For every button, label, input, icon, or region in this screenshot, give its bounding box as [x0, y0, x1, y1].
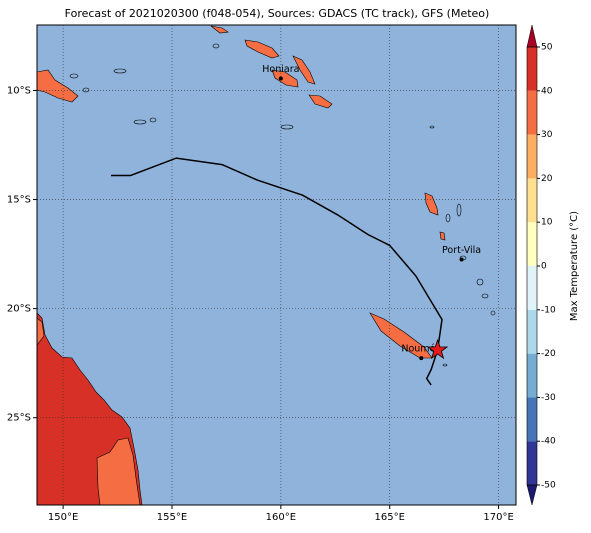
title: Forecast of 2021020300 (f048-054), Sourc… — [65, 7, 490, 20]
colorbar-bin — [527, 90, 537, 135]
x-tick-label: 170°E — [483, 512, 513, 523]
colorbar-bin — [527, 134, 537, 179]
colorbar-tick-label: 40 — [541, 86, 553, 96]
city-marker — [278, 76, 283, 81]
colorbar-tick-label: -10 — [541, 305, 556, 315]
island — [244, 39, 280, 59]
colorbar-tick-label: 50 — [541, 43, 553, 53]
colorbar-bin — [527, 441, 537, 485]
x-tick-label: 165°E — [375, 512, 405, 523]
colorbar-bin — [527, 397, 537, 442]
colorbar-tick-label: 10 — [541, 218, 553, 228]
x-tick-label: 160°E — [266, 512, 296, 523]
colorbar-tick-label: 20 — [541, 174, 553, 184]
colorbar-bin — [527, 178, 537, 223]
x-tick-label: 155°E — [157, 512, 187, 523]
colorbar-tick-label: -20 — [541, 349, 556, 359]
colorbar-label: Max Temperature (°C) — [569, 211, 580, 321]
island — [210, 25, 229, 34]
city-label: Honiara — [262, 64, 299, 75]
colorbar-under — [526, 484, 538, 506]
cyclone-track — [111, 157, 443, 386]
colorbar-tick-label: -40 — [541, 437, 556, 447]
colorbar-tick-label: 30 — [541, 130, 553, 140]
storm-position — [426, 338, 449, 360]
city-marker — [459, 257, 464, 262]
city-marker — [419, 356, 424, 361]
island — [439, 231, 446, 241]
city-label: Nouméa — [401, 344, 441, 355]
colorbar-bin — [527, 353, 537, 398]
y-tick-label: 15°S — [7, 195, 31, 206]
colorbar-over — [526, 24, 538, 48]
city-label: Port-Vila — [442, 245, 481, 256]
colorbar-tick-label: 0 — [541, 262, 547, 272]
map-frame — [36, 24, 517, 506]
colorbar-bin — [527, 47, 537, 91]
espiritu-santo — [424, 192, 439, 216]
y-tick-label: 25°S — [7, 413, 31, 424]
y-tick-label: 10°S — [7, 85, 31, 96]
colorbar-bin — [527, 309, 537, 354]
malaita — [292, 55, 316, 85]
y-tick-label: 20°S — [7, 304, 31, 315]
colorbar-tick-label: -50 — [541, 481, 556, 491]
colorbar-bin — [527, 266, 537, 310]
guadalcanal — [271, 69, 299, 88]
x-tick-label: 150°E — [48, 512, 78, 523]
colorbar-bin — [527, 222, 537, 266]
makira — [308, 94, 333, 109]
png — [36, 69, 79, 103]
colorbar-tick-label: -30 — [541, 393, 556, 403]
